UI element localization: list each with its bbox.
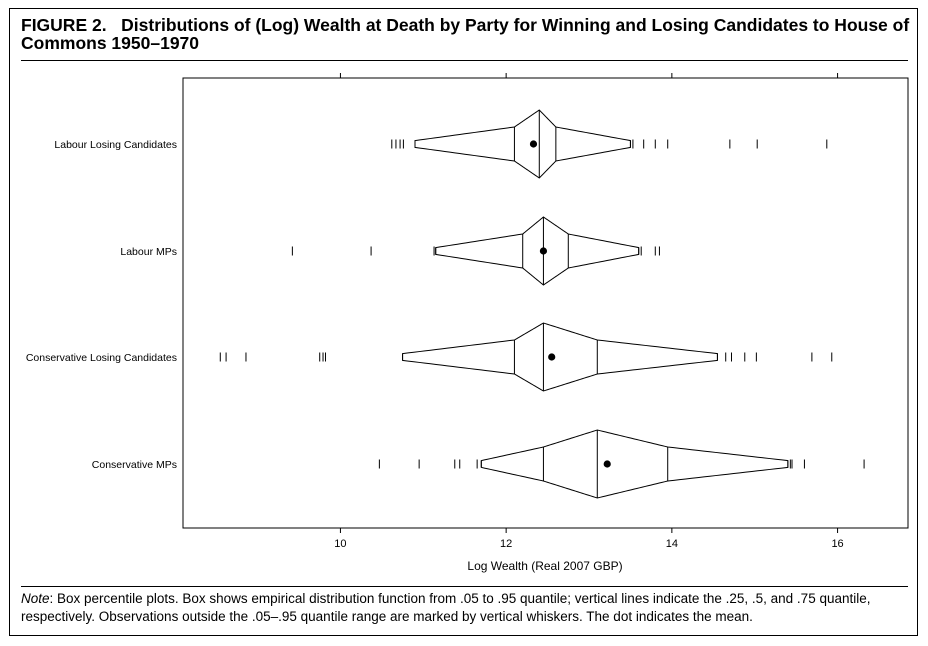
note-text: : Box percentile plots. Box shows empiri… (21, 591, 871, 624)
mean-dot (539, 247, 548, 255)
x-tick-label: 16 (831, 538, 843, 550)
plot-area (182, 77, 909, 529)
note-label: Note (21, 591, 50, 606)
x-axis-label: Log Wealth (Real 2007 GBP) (467, 559, 622, 573)
mean-dot (529, 140, 538, 148)
plot-row: Labour MPs (120, 216, 660, 286)
plot-row: Conservative MPs (92, 429, 865, 499)
figure-title: FIGURE 2. Distributions of (Log) Wealth … (21, 16, 911, 52)
percentile-box (414, 109, 631, 179)
plot-row: Labour Losing Candidates (54, 109, 828, 179)
x-tick-label: 14 (666, 538, 678, 550)
category-label: Conservative MPs (92, 459, 177, 471)
percentile-box (402, 322, 718, 392)
mean-dot (603, 460, 611, 468)
plot-row: Conservative Losing Candidates (26, 322, 833, 392)
percentile-box (435, 216, 640, 286)
figure-title-text: Distributions of (Log) Wealth at Death b… (21, 15, 910, 53)
category-label: Labour MPs (120, 246, 177, 258)
x-tick-label: 12 (500, 538, 512, 550)
title-rule (21, 60, 908, 61)
mean-dot (548, 353, 556, 361)
figure-note: Note: Box percentile plots. Box shows em… (21, 590, 909, 626)
percentile-box (480, 429, 789, 499)
figure-label: FIGURE 2. (21, 15, 107, 35)
x-tick-label: 10 (334, 538, 346, 550)
figure-frame (9, 8, 918, 636)
note-rule (21, 586, 908, 587)
category-label: Labour Losing Candidates (54, 139, 177, 151)
category-label: Conservative Losing Candidates (26, 352, 177, 364)
